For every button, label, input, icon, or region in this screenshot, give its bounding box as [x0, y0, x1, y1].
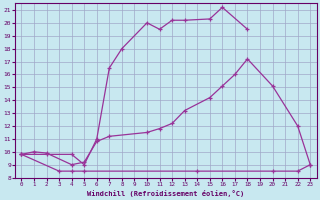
X-axis label: Windchill (Refroidissement éolien,°C): Windchill (Refroidissement éolien,°C)	[87, 190, 244, 197]
